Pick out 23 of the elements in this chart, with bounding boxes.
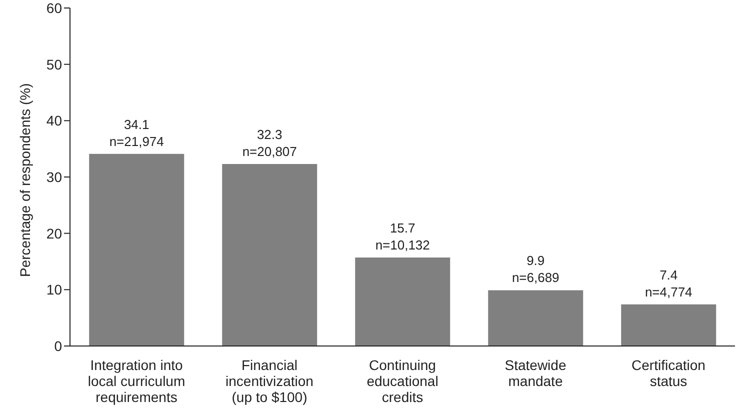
x-tick-label: Continuing educational credits [366, 357, 438, 405]
data-label: 7.4 n=4,774 [644, 267, 692, 300]
y-tick-label: 0 [54, 338, 62, 354]
bar [89, 154, 184, 346]
bar [488, 290, 584, 346]
y-tick-label: 10 [46, 282, 62, 298]
x-tick-label: Financial incentivization (up to $100) [226, 357, 314, 405]
data-label: 34.1 n=21,974 [109, 116, 164, 149]
y-tick-label: 20 [46, 225, 62, 242]
data-label: 9.9 n=6,689 [512, 253, 560, 286]
y-tick-label: 30 [46, 168, 62, 185]
x-tick-label: Integration into local curriculum requirements [88, 357, 186, 405]
x-tick-label: Certification status [632, 357, 706, 389]
x-tick-label: Statewide mandate [504, 357, 566, 389]
data-label: 15.7 n=10,132 [375, 220, 430, 253]
bar [355, 258, 450, 346]
y-tick-label: 60 [46, 0, 62, 16]
bar [222, 164, 318, 346]
y-tick-label: 50 [46, 56, 62, 72]
data-label: 32.3 n=20,807 [242, 127, 297, 160]
bar [621, 304, 716, 346]
y-axis-title: Percentage of respondents (%) [16, 83, 33, 277]
y-tick-label: 40 [46, 112, 62, 129]
